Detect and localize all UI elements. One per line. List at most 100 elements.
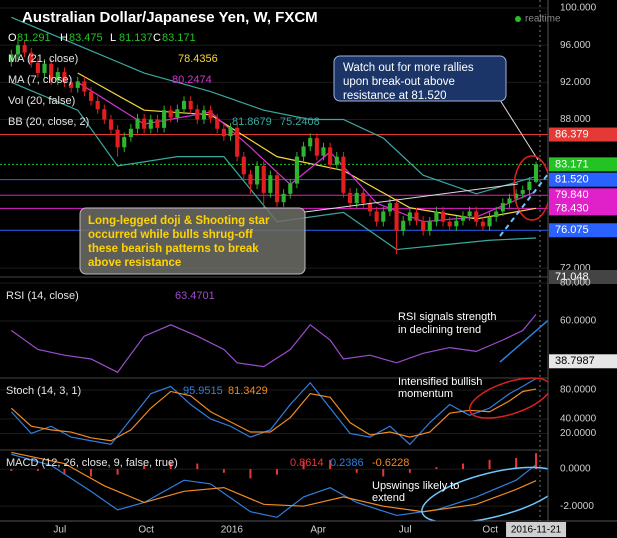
ohlc-label: O xyxy=(8,32,17,44)
candle-body xyxy=(148,119,153,129)
histogram-bar xyxy=(90,469,93,477)
histogram-bar xyxy=(169,461,172,470)
candle-body xyxy=(334,156,339,166)
candle-body xyxy=(168,110,173,118)
price-marker-label: 71.048 xyxy=(555,271,589,283)
candle-body xyxy=(440,211,446,222)
annotation-text: extend xyxy=(372,492,405,504)
axis-background xyxy=(548,0,617,538)
histogram-bar xyxy=(249,469,252,479)
candle-body xyxy=(474,211,479,222)
candle-body xyxy=(274,175,280,203)
annotation-text: momentum xyxy=(398,388,453,400)
ohlc-label: C xyxy=(153,32,161,44)
status: realtime xyxy=(525,14,561,25)
indicator-value: 81.8679 xyxy=(232,116,272,128)
candle-body xyxy=(55,72,60,81)
chart-title: Australian Dollar/Japanese Yen, W, FXCM xyxy=(22,9,318,26)
histogram-bar xyxy=(63,469,66,475)
annotation-text: Intensified bullish xyxy=(398,376,482,388)
price-marker-label: 86.379 xyxy=(555,128,589,140)
ohlc-label: L xyxy=(110,32,116,44)
histogram-bar xyxy=(329,459,332,470)
x-tick-label: Oct xyxy=(138,525,154,536)
candle-body xyxy=(520,190,525,194)
price-marker xyxy=(549,157,617,172)
indicator-name: Vol (20, false) xyxy=(8,95,75,107)
y-tick-label: 80.000 xyxy=(560,278,591,289)
candle-body xyxy=(288,183,293,194)
indicator-value: -0.6228 xyxy=(372,457,409,469)
candle-body xyxy=(22,45,27,53)
candle-body xyxy=(235,127,240,157)
y-tick-label: 0.0000 xyxy=(560,464,591,475)
candle-body xyxy=(128,128,133,138)
indicator-line xyxy=(10,314,537,374)
indicator-name: MA (7, close) xyxy=(8,74,72,86)
candle-body xyxy=(108,119,114,130)
candle-body xyxy=(88,91,94,101)
candle-body xyxy=(155,119,160,128)
candle-body xyxy=(294,156,299,184)
candle-body xyxy=(181,100,187,110)
price-marker-label: 76.075 xyxy=(555,224,589,236)
x-tick-label: 2016-11-21 xyxy=(511,525,562,536)
histogram-bar xyxy=(535,453,538,470)
x-tick-label: Jul xyxy=(399,525,412,536)
candle-body xyxy=(480,221,485,227)
indicator-value: 75.2408 xyxy=(280,116,320,128)
y-tick-label: 96.000 xyxy=(560,40,591,51)
price-marker-label: 79.840 xyxy=(555,189,589,201)
y-tick-label: -2.0000 xyxy=(560,501,594,512)
histogram-bar xyxy=(10,469,13,471)
histogram-bar xyxy=(196,463,199,470)
callout-text: these bearish patterns to break xyxy=(88,243,259,255)
price-marker xyxy=(549,223,617,238)
candle-body xyxy=(42,63,47,74)
candle-body xyxy=(460,216,466,221)
callout-box xyxy=(79,207,306,275)
candle-body xyxy=(314,138,319,156)
candle-body xyxy=(381,211,386,222)
indicator-value: 0.2386 xyxy=(330,457,364,469)
price-marker xyxy=(549,269,617,284)
candle-body xyxy=(195,109,200,120)
indicator-line xyxy=(77,72,537,220)
indicator-name: Stoch (14, 3, 1) xyxy=(6,385,81,397)
candle-body xyxy=(487,217,492,227)
candle-body xyxy=(308,138,313,147)
indicator-line xyxy=(11,16,537,195)
x-tick-label: 2016 xyxy=(221,525,244,536)
candle-body xyxy=(328,147,333,166)
price-marker-label: 81.520 xyxy=(555,174,589,186)
candle-body xyxy=(15,45,21,55)
y-tick-label: 72.000 xyxy=(560,263,591,274)
candle-body xyxy=(255,165,260,185)
y-tick-label: 88.000 xyxy=(560,114,591,125)
price-marker xyxy=(549,188,617,203)
indicator-line xyxy=(10,377,537,446)
price-marker-label: 83.171 xyxy=(555,158,589,170)
histogram-bar xyxy=(302,461,305,470)
x-marker xyxy=(506,522,567,537)
candle-body xyxy=(241,156,246,175)
candle-body xyxy=(367,203,373,212)
ohlc-value: 83.171 xyxy=(162,32,196,44)
candle-body xyxy=(142,118,147,129)
axis-background xyxy=(0,521,617,538)
indicator-value: 95.9515 xyxy=(183,385,223,397)
indicator-value: 0.8614 xyxy=(290,457,324,469)
histogram-bar xyxy=(276,469,279,475)
ohlc-value: 81.137 xyxy=(119,32,153,44)
candle-body xyxy=(9,54,14,62)
candle-body xyxy=(401,220,406,231)
candle-body xyxy=(354,192,359,204)
candle-body xyxy=(407,212,412,221)
legend-layer: Australian Dollar/Japanese Yen, W, FXCM … xyxy=(6,9,561,469)
x-tick-label: Apr xyxy=(310,525,326,536)
pointer xyxy=(499,99,539,161)
x-tick-label: Oct xyxy=(482,525,498,536)
y-tick-label: 100.000 xyxy=(560,3,597,14)
